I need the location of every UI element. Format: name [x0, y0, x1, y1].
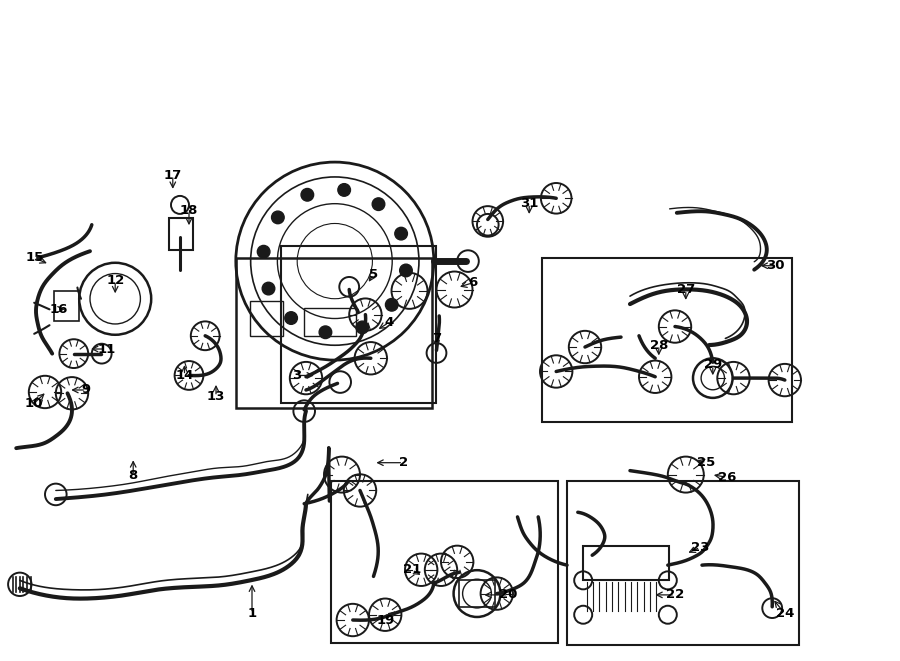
Text: 11: 11 [97, 342, 115, 356]
Text: 19: 19 [376, 613, 394, 627]
Bar [331, 481, 558, 643]
Circle shape [395, 227, 408, 240]
Text: 7: 7 [432, 332, 441, 345]
Circle shape [262, 282, 274, 295]
Text: 24: 24 [776, 607, 794, 620]
Text: 1: 1 [248, 607, 256, 620]
Circle shape [356, 321, 369, 334]
Bar [169, 218, 193, 250]
Text: 3: 3 [292, 369, 302, 382]
Text: 4: 4 [384, 316, 393, 329]
Bar [542, 258, 792, 422]
Circle shape [301, 188, 313, 201]
Circle shape [400, 264, 412, 277]
Circle shape [338, 184, 350, 196]
Text: 20: 20 [500, 588, 518, 602]
Text: 2: 2 [399, 456, 408, 469]
Text: 6: 6 [468, 276, 477, 290]
Circle shape [385, 299, 398, 311]
Circle shape [320, 326, 332, 338]
Text: 25: 25 [698, 456, 716, 469]
Bar [304, 308, 356, 336]
Circle shape [284, 312, 297, 325]
Text: 13: 13 [207, 390, 225, 403]
Text: 22: 22 [666, 588, 684, 602]
Text: 15: 15 [25, 251, 43, 264]
Circle shape [272, 211, 284, 223]
Bar [583, 546, 669, 580]
Text: 16: 16 [50, 303, 68, 316]
Bar [250, 301, 283, 336]
Bar [567, 481, 799, 645]
Text: 31: 31 [520, 197, 538, 210]
Bar [236, 258, 432, 408]
Text: 21: 21 [403, 563, 421, 576]
Bar [54, 291, 79, 321]
Bar [281, 246, 436, 403]
Text: 8: 8 [129, 469, 138, 483]
Text: 14: 14 [176, 369, 194, 382]
Text: 12: 12 [106, 274, 124, 288]
Text: 5: 5 [369, 268, 378, 281]
Text: 29: 29 [704, 358, 722, 371]
Text: 27: 27 [677, 283, 695, 296]
Text: 9: 9 [82, 383, 91, 397]
Text: 10: 10 [25, 397, 43, 410]
Text: 17: 17 [164, 169, 182, 182]
Text: 28: 28 [650, 338, 668, 352]
Bar [459, 580, 495, 607]
Text: 18: 18 [180, 204, 198, 217]
Text: 23: 23 [691, 541, 709, 554]
Circle shape [373, 198, 385, 210]
Circle shape [257, 245, 270, 258]
Text: 30: 30 [767, 259, 785, 272]
Text: 26: 26 [718, 471, 736, 484]
